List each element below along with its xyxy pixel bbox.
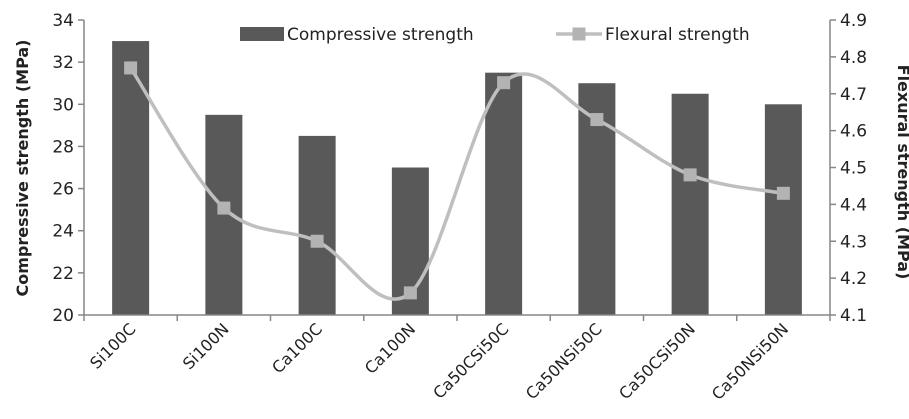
right-tick-label: 4.6 (840, 122, 867, 142)
category-label: Ca100C (268, 319, 326, 377)
category-label: Ca50NSi50C (522, 319, 606, 403)
right-tick-label: 4.4 (840, 195, 867, 215)
flexural-point-Si100N (217, 201, 231, 215)
right-tick-label: 4.1 (840, 306, 867, 326)
flexural-point-Ca50NSi50C (590, 113, 604, 127)
left-tick-label: 34 (52, 11, 74, 31)
legend-label-compressive: Compressive strength (287, 25, 474, 45)
category-label: Ca100N (361, 319, 419, 377)
category-label: Ca50CSi50C (429, 319, 512, 402)
right-tick-label: 4.9 (840, 11, 867, 31)
right-tick-label: 4.2 (840, 269, 867, 289)
bar-Ca50CSi50C (485, 72, 523, 315)
bar-Si100C (112, 41, 150, 315)
flexural-point-Ca50CSi50C (497, 76, 511, 90)
flexural-point-Ca100C (310, 234, 324, 248)
legend-swatch-compressive (240, 27, 284, 41)
legend-swatch-flexural-marker (572, 27, 586, 41)
bar-Ca50NSi50N (764, 104, 802, 316)
right-tick-label: 4.5 (840, 159, 867, 179)
right-tick-label: 4.3 (840, 232, 867, 252)
left-tick-label: 22 (52, 264, 74, 284)
axes: 20 22 24 26 28 30 32 34 4.1 4.2 4.3 4.4 4.5 4.6 4.7 4.8… (52, 11, 867, 404)
bar-Ca100C (298, 135, 336, 315)
legend: Compressive strength Flexural strength (240, 25, 750, 45)
flexural-point-Ca50CSi50N (683, 168, 697, 182)
flexural-line-layer (124, 61, 790, 301)
left-axis-title: Compressive strength (MPa) (13, 40, 32, 297)
flexural-point-Ca50NSi50N (776, 186, 790, 200)
flexural-point-Si100C (124, 61, 138, 75)
right-tick-label: 4.7 (840, 85, 867, 105)
bar-Ca50CSi50N (671, 93, 709, 315)
left-tick-label: 28 (52, 137, 74, 157)
legend-label-flexural: Flexural strength (605, 25, 750, 45)
right-tick-label: 4.8 (840, 48, 867, 68)
left-tick-label: 24 (52, 222, 74, 242)
category-label: Si100C (86, 319, 139, 372)
compressive-bars (112, 41, 802, 316)
flexural-point-Ca100N (403, 286, 417, 300)
left-tick-label: 30 (52, 95, 74, 115)
category-label: Ca50NSi50N (708, 319, 792, 403)
bar-Si100N (205, 114, 243, 315)
right-axis-title: Flexural strength (MPa) (894, 65, 909, 280)
left-tick-label: 20 (52, 306, 74, 326)
category-label: Si100N (179, 319, 233, 373)
left-tick-label: 26 (52, 180, 74, 200)
left-tick-label: 32 (52, 53, 74, 73)
category-label: Ca50CSi50N (615, 319, 699, 403)
